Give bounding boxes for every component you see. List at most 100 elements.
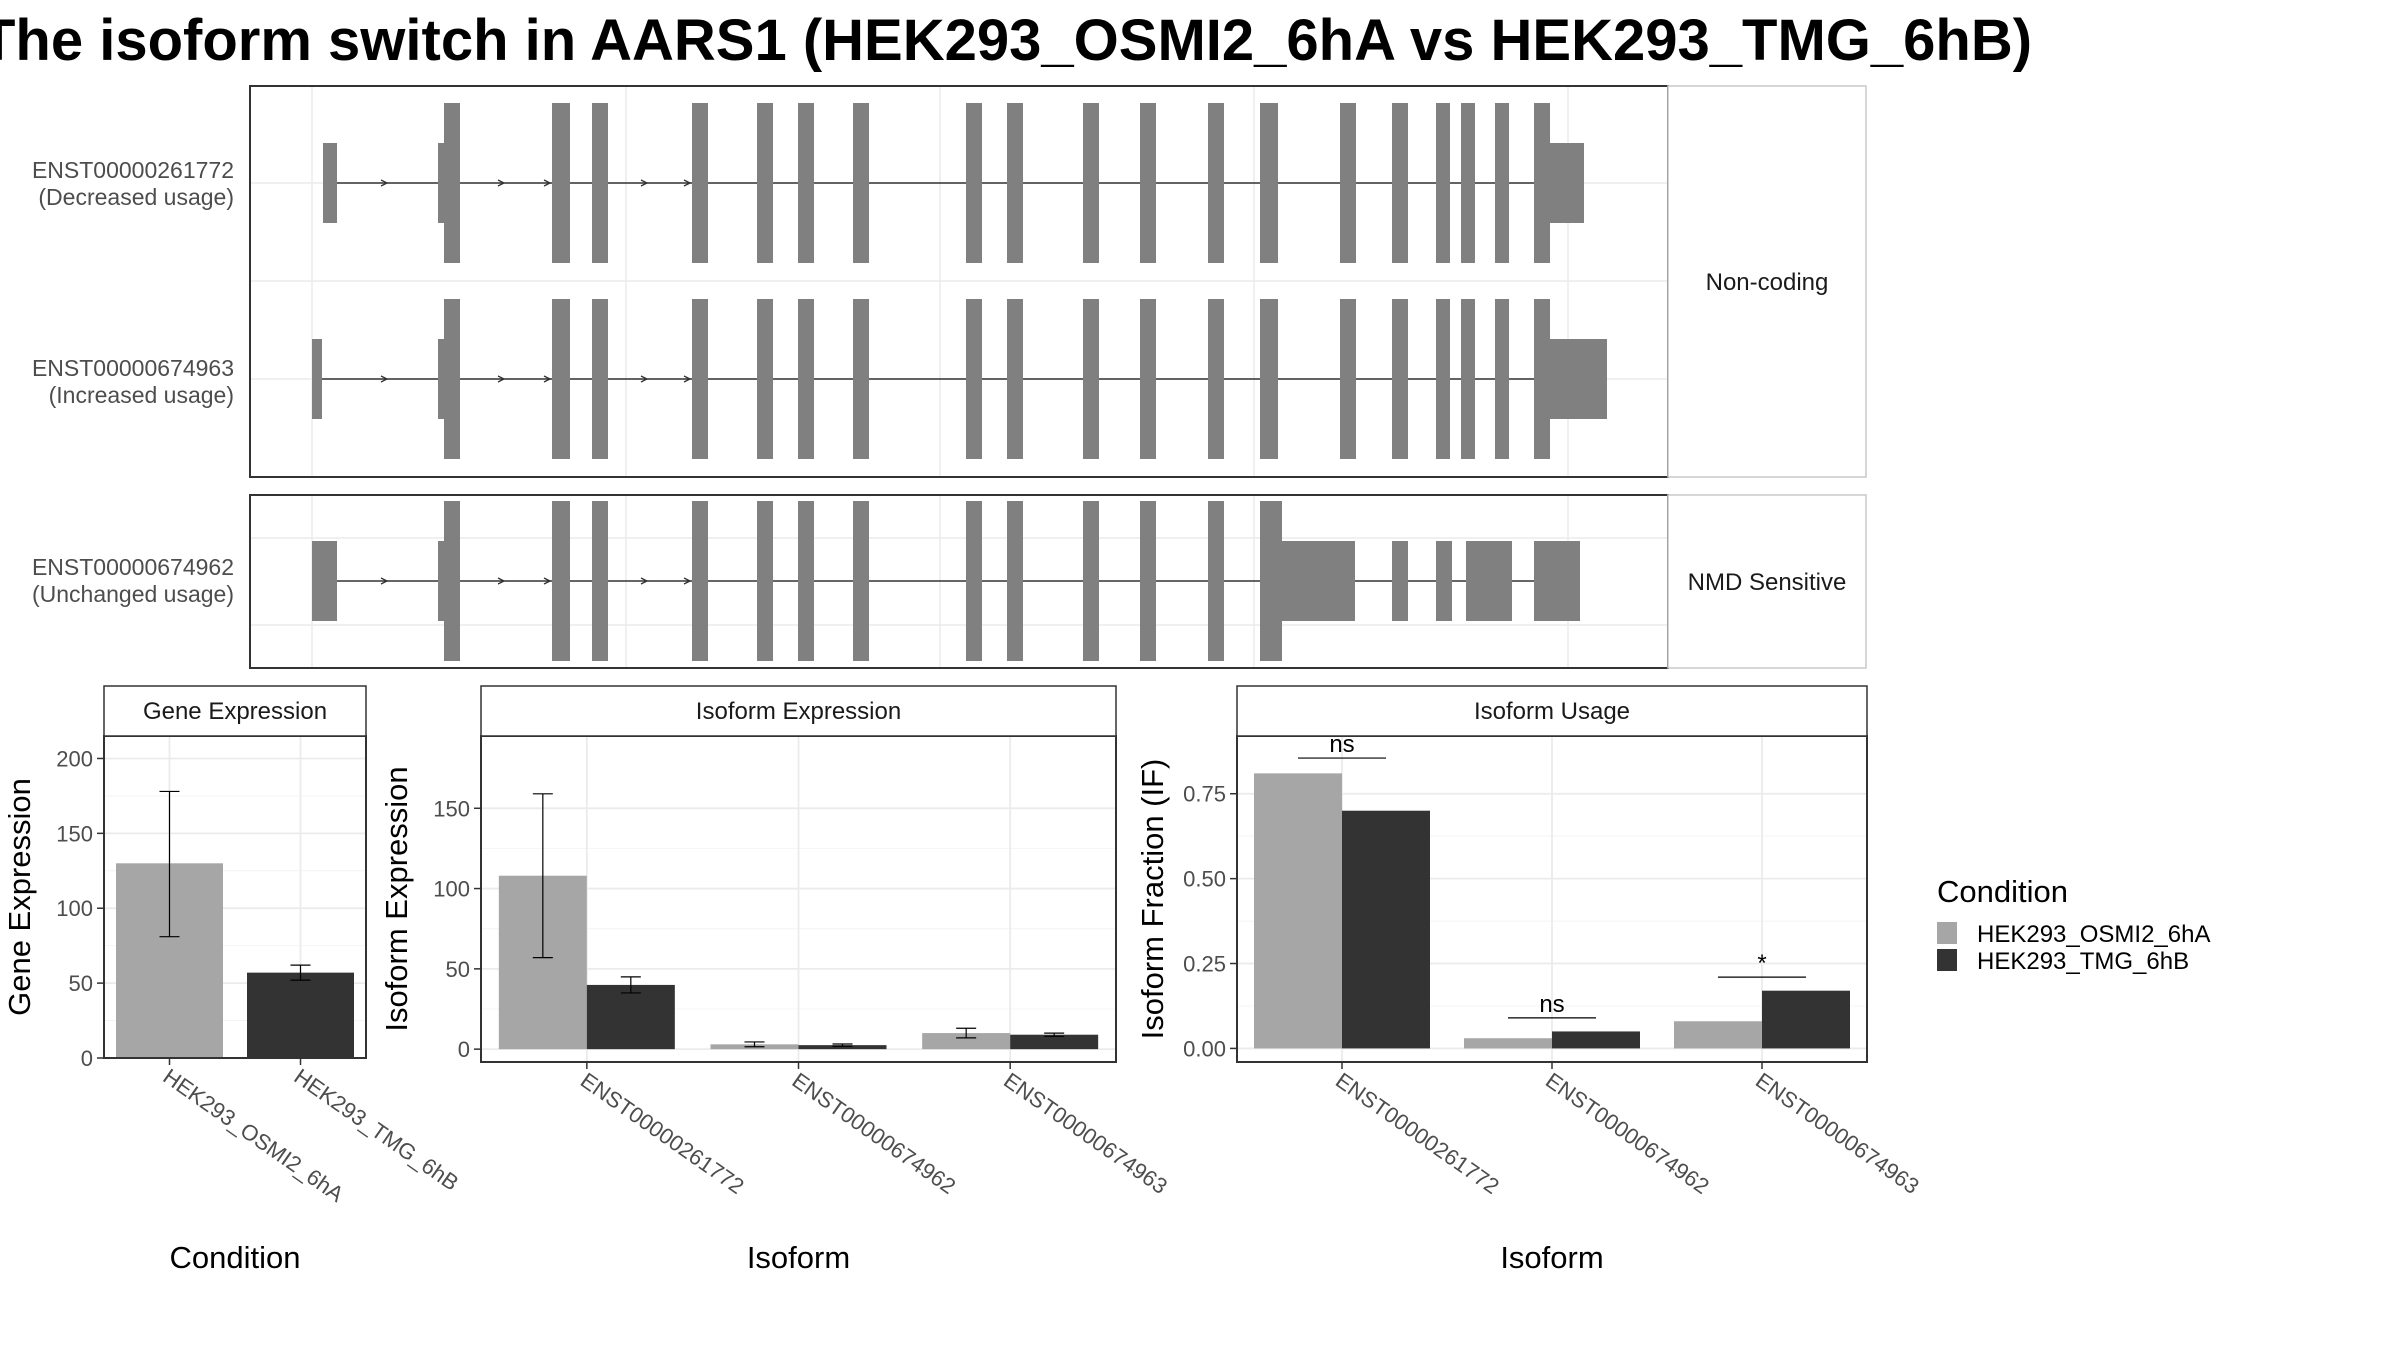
- exon: [1007, 103, 1023, 263]
- exon: [692, 299, 708, 459]
- exon: [1140, 501, 1156, 661]
- exon: [312, 541, 337, 621]
- legend-key-a: [1937, 922, 1957, 944]
- usage-label: (Unchanged usage): [32, 581, 234, 607]
- exon: [1208, 501, 1224, 661]
- y-tick-label: 100: [433, 877, 470, 902]
- exon: [1083, 299, 1099, 459]
- strip: [480, 685, 1117, 737]
- intron-arrow: [380, 375, 389, 383]
- legend-title: Condition: [1937, 874, 2068, 909]
- bar: [1254, 773, 1342, 1049]
- usage-label: (Decreased usage): [38, 184, 234, 210]
- exon: [1007, 501, 1023, 661]
- y-tick-label: 0.00: [1183, 1036, 1226, 1061]
- exon: [966, 501, 982, 661]
- strip-title: Isoform Expression: [696, 698, 901, 725]
- exon: [592, 103, 608, 263]
- isoform-label: ENST00000261772: [32, 157, 234, 183]
- y-tick-label: 50: [446, 957, 470, 982]
- bar: [1010, 1034, 1099, 1050]
- exon: [444, 103, 460, 263]
- exon: [1392, 541, 1408, 621]
- exon: [1083, 501, 1099, 661]
- exon: [1436, 299, 1450, 459]
- exon: [1392, 299, 1408, 459]
- structure-panel-noncoding: Non-coding ENST00000261772 (Decreased us…: [32, 85, 1867, 478]
- structure-panel-nmd: NMD Sensitive ENST00000674962 (Unchanged…: [32, 494, 1867, 669]
- bar: [586, 984, 675, 1050]
- y-axis-title: Isoform Fraction (IF): [1135, 759, 1170, 1040]
- exon: [552, 501, 570, 661]
- exon: [1262, 501, 1282, 661]
- exon: [444, 299, 460, 459]
- exon: [692, 501, 708, 661]
- exon: [1436, 541, 1452, 621]
- exon: [1340, 103, 1356, 263]
- bar: [1464, 1038, 1552, 1049]
- intron-arrow: [497, 577, 506, 585]
- x-tick-label: ENST00000261772: [576, 1068, 749, 1199]
- usage-label: (Increased usage): [49, 382, 234, 408]
- exon: [552, 103, 570, 263]
- exon: [966, 299, 982, 459]
- strip-label-noncoding: Non-coding: [1706, 269, 1829, 296]
- x-tick-label: ENST00000674962: [1541, 1068, 1714, 1199]
- y-tick-label: 150: [56, 821, 93, 846]
- strip: [1236, 685, 1868, 737]
- bar: [1674, 1021, 1762, 1049]
- y-axis-title: Isoform Expression: [379, 766, 414, 1031]
- intron-arrow: [543, 179, 552, 187]
- bar: [798, 1045, 887, 1050]
- exon: [1461, 299, 1475, 459]
- y-tick-label: 0: [81, 1046, 93, 1071]
- exon: [592, 501, 608, 661]
- exon: [798, 103, 814, 263]
- intron-arrow: [683, 577, 692, 585]
- bar: [1762, 990, 1850, 1049]
- exon: [1550, 143, 1584, 223]
- intron-arrow: [543, 375, 552, 383]
- x-tick-label: ENST00000261772: [1331, 1068, 1504, 1199]
- legend-key-b: [1937, 949, 1957, 971]
- intron-arrow: [640, 375, 649, 383]
- y-tick-label: 200: [56, 746, 93, 771]
- exon: [444, 501, 460, 661]
- exon: [798, 501, 814, 661]
- exon: [1466, 541, 1512, 621]
- exon: [1260, 103, 1278, 263]
- exon: [853, 501, 869, 661]
- exon: [312, 339, 322, 419]
- exon: [1534, 103, 1550, 263]
- exon: [1550, 339, 1607, 419]
- exon: [1392, 103, 1408, 263]
- y-tick-label: 0: [458, 1037, 470, 1062]
- bar: [247, 972, 354, 1058]
- x-axis-title: Condition: [170, 1240, 301, 1275]
- intron-arrow: [683, 375, 692, 383]
- exon: [798, 299, 814, 459]
- bar: [922, 1033, 1011, 1050]
- strip-nmd: [1667, 494, 1867, 669]
- strip-noncoding: [1667, 85, 1867, 478]
- x-tick-label: ENST00000674962: [788, 1068, 961, 1199]
- intron-arrow: [640, 577, 649, 585]
- exon: [1534, 541, 1580, 621]
- exon: [1260, 299, 1278, 459]
- isoform-track-ENST00000261772: [323, 103, 1584, 263]
- strip: [103, 685, 367, 737]
- exon: [1436, 103, 1450, 263]
- y-tick-label: 50: [69, 971, 93, 996]
- significance-label: *: [1757, 950, 1766, 977]
- legend: Condition HEK293_OSMI2_6hA HEK293_TMG_6h…: [1937, 874, 2210, 975]
- exon: [1007, 299, 1023, 459]
- exon: [853, 103, 869, 263]
- y-tick-label: 0.50: [1183, 867, 1226, 892]
- isoform-label: ENST00000674962: [32, 554, 234, 580]
- exon: [1282, 541, 1355, 621]
- x-axis-title: Isoform: [747, 1240, 850, 1275]
- exon: [1461, 103, 1475, 263]
- x-tick-label: ENST00000674963: [999, 1068, 1172, 1199]
